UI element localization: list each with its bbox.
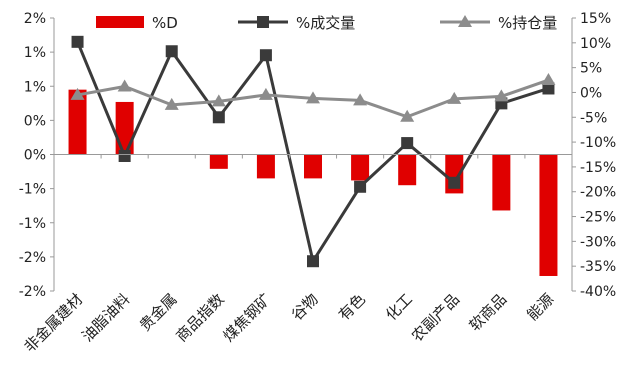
y-right-tick-label: -10% [580,135,616,151]
point-volume-9 [448,176,461,189]
point-openinterest-6 [306,91,320,104]
y-left-tick-label: 0% [24,113,46,129]
legend-swatch-bar [96,16,144,28]
y-right-tick-label: 0% [580,85,602,101]
bar-5 [256,154,275,179]
legend-label: %持仓量 [498,14,557,32]
legend-label: %成交量 [296,14,355,32]
point-openinterest-9 [447,91,462,104]
y-left-tick-label: -1% [19,182,46,198]
point-volume-11 [542,82,555,95]
point-openinterest-10 [494,89,509,102]
axes: 2% 1% 1% 0% 0% -1% -1% -2% -2% 15% 10% 5% 0% -5% -10% -… [19,11,616,356]
point-volume-5 [259,49,272,62]
y-right-tick-label: -25% [580,210,616,226]
y-right-tick-label: 5% [580,61,602,77]
point-volume-7 [354,180,367,193]
plot-area [68,35,558,276]
point-volume-3 [165,45,178,58]
point-openinterest-3 [164,97,179,110]
bar-6 [304,154,322,179]
point-volume-6 [307,255,319,268]
y-left-tick-label: 1% [24,79,46,95]
x-tick-label: 有色 [335,290,369,324]
point-openinterest-7 [353,93,368,106]
y-right-tick-label: -35% [580,259,616,275]
point-volume-2 [118,149,131,162]
bar-11 [539,154,558,276]
y-right-tick-label: 15% [580,11,611,27]
legend: %D %成交量 %持仓量 [96,14,557,32]
x-tick-label: 谷物 [288,290,322,324]
bar-2 [115,101,134,155]
y-right-tick-label: -15% [580,160,616,176]
y-left-tick-label: 2% [24,11,46,27]
point-volume-8 [401,137,414,150]
x-tick-label: 商品指数 [172,290,227,345]
y-right-tick-label: -20% [580,185,616,201]
x-tick-label: 软商品 [466,290,511,335]
point-openinterest-2 [117,79,132,92]
y-right-tick-label: -30% [580,234,616,250]
point-openinterest-8 [400,109,415,122]
bar-8 [398,154,417,186]
legend-marker-triangle [458,15,472,27]
x-tick-label: 煤焦钢矿 [220,290,275,345]
x-tick-label: 贵金属 [136,290,181,335]
point-volume-1 [71,35,84,48]
y-left-tick-label: -2% [19,250,46,266]
point-openinterest-1 [70,87,85,100]
y-left-tick-label: -1% [19,216,46,232]
bar-10 [492,154,511,211]
x-tick-label: 农副产品 [408,290,463,345]
y-left-tick-label: -2% [19,284,46,300]
point-openinterest-5 [258,87,273,100]
y-left-tick-label: 1% [24,45,46,61]
point-openinterest-11 [541,73,556,86]
x-tick-label: 油脂油料 [78,290,133,345]
y-right-tick-label: -5% [580,110,607,126]
bar-1 [68,89,87,155]
y-right-tick-label: 10% [580,36,611,52]
y-left-tick-label: 0% [24,148,46,164]
x-tick-label: 能源 [523,290,557,324]
bar-7 [351,154,370,181]
legend-marker-square [257,16,269,28]
legend-label: %D [152,14,178,32]
x-tick-label: 化工 [382,290,416,324]
point-openinterest-4 [211,94,226,107]
bar-4 [209,154,228,169]
point-volume-4 [212,111,225,124]
y-right-tick-label: -40% [580,284,616,300]
series-line-volume [76,41,549,263]
